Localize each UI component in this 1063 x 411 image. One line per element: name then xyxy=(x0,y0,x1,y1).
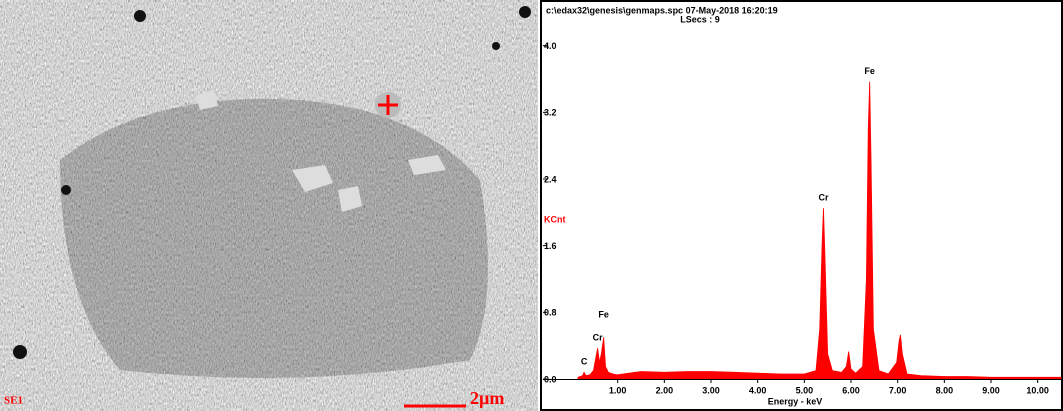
particle xyxy=(196,90,218,110)
peak-label: Fe xyxy=(864,66,875,76)
x-tick-label: 8.00 xyxy=(936,385,954,395)
chart-title: c:\edax32\genesis\genmaps.spc 07-May-201… xyxy=(546,5,778,15)
particle-region xyxy=(60,98,488,378)
y-tick-label: 1.6 xyxy=(544,241,557,251)
peak-label: Fe xyxy=(598,310,609,320)
scale-label: 2µm xyxy=(470,388,504,408)
particle xyxy=(338,186,362,212)
micrograph: SE1 2µm xyxy=(0,0,538,411)
x-tick-label: 6.00 xyxy=(842,385,860,395)
y-tick-label: 0.0 xyxy=(544,374,557,384)
detector-label: SE1 xyxy=(4,395,23,407)
particle xyxy=(408,155,446,175)
y-tick-label: 2.4 xyxy=(544,174,557,184)
chart-frame xyxy=(540,0,1063,411)
y-tick-label: 0.8 xyxy=(544,308,557,318)
point-marker xyxy=(378,95,398,115)
chart-subtitle: LSecs : 9 xyxy=(680,14,720,24)
pore xyxy=(61,185,71,195)
y-axis-label: KCnt xyxy=(544,214,566,224)
x-tick-label: 2.00 xyxy=(656,385,674,395)
peak-label: Cr xyxy=(593,333,603,343)
pore xyxy=(492,42,500,50)
micrograph-texture xyxy=(0,0,538,411)
y-tick-label: 4.0 xyxy=(544,41,557,51)
pore xyxy=(519,6,531,18)
x-tick-label: 10.00 xyxy=(1026,385,1049,395)
pore xyxy=(134,10,146,22)
x-tick-label: 9.00 xyxy=(982,385,1000,395)
peak-label: Cr xyxy=(818,193,828,203)
x-tick-label: 3.00 xyxy=(702,385,720,395)
particle xyxy=(292,165,333,192)
spectrum-area xyxy=(577,81,1062,380)
x-tick-label: 5.00 xyxy=(796,385,814,395)
x-tick-label: 1.00 xyxy=(609,385,627,395)
x-tick-label: 7.00 xyxy=(889,385,907,395)
y-tick-label: 3.2 xyxy=(544,108,557,118)
peak-label: C xyxy=(581,357,588,367)
pore xyxy=(13,345,27,359)
x-tick-label: 4.00 xyxy=(749,385,767,395)
x-axis-label: Energy - keV xyxy=(768,396,823,406)
spectrum-chart: c:\edax32\genesis\genmaps.spc 07-May-201… xyxy=(540,0,1063,411)
